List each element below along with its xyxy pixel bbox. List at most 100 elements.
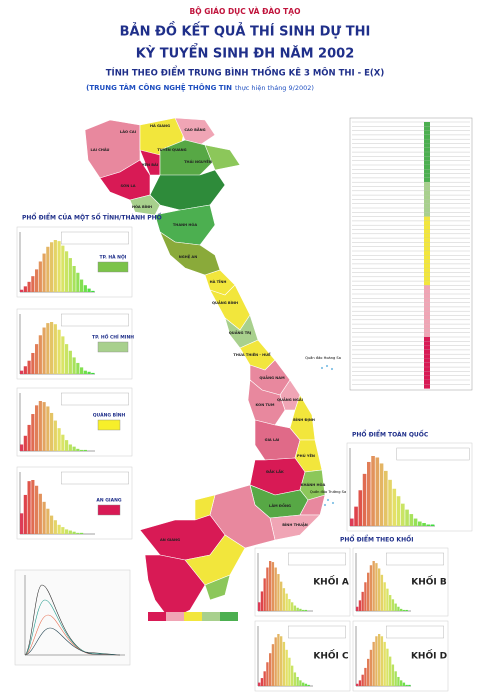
table-cell — [424, 199, 430, 204]
bar — [375, 636, 378, 686]
bar — [87, 288, 91, 292]
region — [174, 117, 216, 146]
table-cell — [424, 173, 430, 178]
table-cell — [424, 367, 430, 372]
bar — [258, 682, 261, 686]
bar — [418, 521, 422, 526]
province-label: NGHỆ AN — [179, 254, 197, 259]
table-cell — [424, 216, 430, 221]
bar — [388, 479, 392, 526]
subtitle: TÍNH THEO ĐIỂM TRUNG BÌNH THỐNG KÊ 3 MÔN… — [106, 66, 385, 79]
province-label: HÀ TĨNH — [210, 279, 227, 284]
province-label: ĐẮK LẮK — [266, 469, 284, 474]
bar — [46, 323, 50, 374]
bar — [53, 520, 57, 534]
province-label: TUYÊN QUANG — [157, 147, 186, 152]
ranking-table — [349, 117, 473, 391]
table-cell — [424, 306, 430, 312]
bar — [280, 636, 283, 686]
table-cell — [424, 298, 430, 303]
region — [204, 144, 241, 171]
island — [320, 366, 324, 370]
bar — [380, 636, 384, 686]
bar — [42, 327, 46, 374]
bar — [274, 637, 277, 686]
stats-box — [396, 447, 470, 461]
bar — [389, 595, 392, 611]
bar — [302, 682, 305, 686]
table-cell — [424, 276, 430, 282]
region — [144, 554, 206, 621]
bar — [80, 532, 84, 534]
bar — [23, 286, 27, 292]
bar — [260, 678, 264, 686]
bar — [386, 648, 389, 686]
bar — [38, 493, 42, 534]
bar — [266, 662, 269, 686]
line-chart — [14, 569, 131, 666]
bar — [23, 366, 27, 374]
table-cell — [424, 203, 430, 208]
bar — [61, 527, 65, 534]
panel — [14, 569, 131, 666]
table-cell — [424, 268, 430, 273]
bar — [61, 336, 65, 374]
bar — [378, 634, 381, 686]
table-cell — [424, 263, 430, 269]
region — [149, 169, 226, 211]
title: BẢN ĐỒ KẾT QUẢ THÍ SINH DỰ THI — [120, 22, 371, 40]
bar — [42, 402, 46, 451]
bar — [50, 515, 54, 534]
island — [331, 501, 335, 505]
block-label: KHỐI D — [411, 649, 447, 662]
bar — [35, 405, 39, 451]
bar — [293, 672, 297, 686]
table-cell — [424, 246, 430, 251]
bar — [369, 565, 373, 611]
province-label: LÂM ĐỒNG — [269, 503, 291, 508]
bar — [371, 456, 375, 526]
province-label: KHÁNH HÒA — [301, 482, 326, 487]
bar — [91, 290, 95, 292]
table-cell — [424, 315, 430, 320]
histogram-label: TP. HÀ NỘI — [100, 254, 127, 261]
bar — [375, 457, 380, 526]
bar — [362, 473, 367, 526]
province-label: SƠN LA — [120, 184, 135, 188]
bar — [269, 561, 272, 611]
bar — [296, 676, 299, 686]
bar — [402, 682, 406, 686]
bar — [391, 599, 395, 611]
bar — [361, 674, 364, 686]
table-cell — [424, 195, 430, 200]
bar — [282, 588, 286, 611]
block-label: KHỐI B — [411, 575, 447, 588]
bar — [364, 582, 367, 611]
table-cell — [424, 186, 430, 191]
bar — [72, 357, 76, 374]
table-cell — [424, 328, 430, 333]
bar — [304, 683, 308, 686]
bar — [27, 281, 31, 292]
table-cell — [424, 332, 430, 337]
bar — [263, 578, 266, 611]
bar — [57, 428, 61, 451]
table-cell — [424, 229, 430, 234]
bar — [369, 649, 373, 686]
curve — [24, 599, 121, 656]
bar — [288, 599, 291, 611]
bar — [405, 509, 409, 526]
bar — [91, 372, 95, 374]
bar — [394, 603, 397, 611]
bar — [356, 606, 359, 611]
histogram-label: AN GIANG — [96, 498, 121, 504]
bar — [356, 683, 359, 686]
bar — [38, 401, 42, 451]
bar — [379, 463, 384, 526]
block-label: KHỐI A — [313, 575, 349, 588]
bar — [304, 609, 308, 611]
bar — [80, 279, 84, 292]
bar — [83, 370, 87, 374]
legend-swatch — [202, 612, 220, 621]
